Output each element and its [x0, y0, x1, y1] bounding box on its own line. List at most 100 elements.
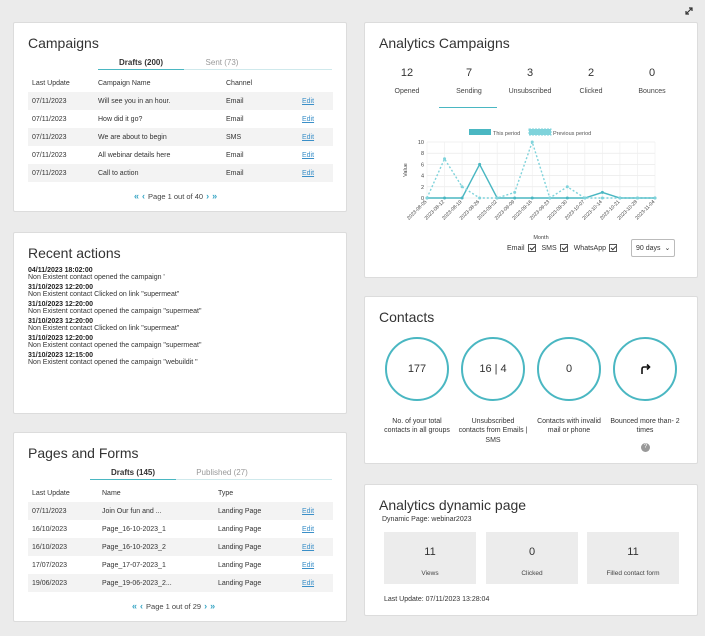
table-row: 07/11/2023 How did it go? Email Edit: [28, 110, 333, 128]
legend-label-this-period: This period: [493, 131, 520, 137]
data-point: [460, 196, 464, 200]
table-row: 07/11/2023 We are about to begin SMS Edi…: [28, 128, 333, 146]
stat-clicked-label[interactable]: Clicked: [579, 88, 603, 95]
help-icon[interactable]: ?: [641, 443, 650, 452]
invalid-contacts-label: Contacts with invalid mail or phone: [537, 418, 601, 435]
pages-forms-card: Pages and Forms Drafts (145) Published (…: [13, 432, 347, 622]
bounced-contacts-circle[interactable]: [613, 337, 677, 401]
list-item: 04/11/2023 18:02:00 Non Existent contact …: [28, 267, 201, 281]
campaigns-pager: « ‹ Page 1 out of 40 › »: [134, 191, 217, 201]
row-name: We are about to begin: [98, 128, 226, 146]
row-name: All webinar details here: [98, 151, 171, 159]
row-name: Page_16-10-2023_1: [102, 525, 166, 533]
tab-drafts[interactable]: Drafts (200): [118, 58, 163, 67]
form-filled-value: 11: [627, 546, 639, 558]
filter-whatsapp-checkbox[interactable]: [608, 244, 617, 252]
list-item: 31/10/2023 12:20:00 Non Existent contact …: [28, 301, 201, 315]
edit-link[interactable]: Edit: [302, 525, 315, 533]
prev-page-icon[interactable]: ‹: [140, 601, 144, 611]
dynamic-title: Analytics dynamic page: [379, 497, 527, 513]
edit-link[interactable]: Edit: [302, 538, 333, 556]
tab-published[interactable]: Published (27): [196, 468, 248, 477]
filter-sms-checkbox[interactable]: [559, 244, 568, 252]
table-row: 07/11/2023 Join Our fun and ... Landing …: [28, 502, 333, 520]
action-date: 31/10/2023 12:20:00: [28, 335, 93, 342]
edit-link[interactable]: Edit: [302, 574, 333, 592]
tabs-underline: [98, 69, 332, 70]
total-contacts-circle[interactable]: 177: [385, 337, 449, 401]
row-date: 07/11/2023: [28, 164, 98, 182]
stat-opened-label[interactable]: Opened: [394, 88, 420, 95]
list-item: 31/10/2023 12:20:00 Non Existent contact …: [28, 284, 201, 298]
analytics-title: Analytics Campaigns: [379, 35, 510, 51]
data-point: [530, 140, 534, 144]
data-point: [478, 162, 482, 166]
edit-link[interactable]: Edit: [302, 561, 315, 569]
unsubscribed-contacts-circle[interactable]: 16 | 4: [461, 337, 525, 401]
stat-sending-label[interactable]: Sending: [456, 88, 482, 95]
action-desc: Non Existent contact opened the campaign…: [28, 274, 165, 281]
data-point: [443, 196, 447, 200]
tab-sent[interactable]: Sent (73): [205, 58, 239, 67]
row-type: Landing Page: [218, 502, 302, 520]
range-select[interactable]: 90 days ⌄: [631, 239, 675, 257]
edit-link[interactable]: Edit: [302, 92, 333, 110]
data-point: [460, 185, 464, 189]
col-last-update: Last Update: [32, 489, 70, 497]
legend-label-previous-period: Previous period: [553, 131, 591, 137]
edit-link[interactable]: Edit: [302, 128, 333, 146]
row-channel: Email: [226, 115, 244, 123]
action-desc: Non Existent contact Clicked on link "su…: [28, 291, 180, 298]
row-date: 19/06/2023: [28, 574, 102, 592]
filter-email-checkbox[interactable]: [527, 244, 536, 252]
stat-bounces-label[interactable]: Bounces: [638, 88, 666, 95]
data-point: [600, 196, 604, 200]
campaigns-card: Campaigns Drafts (200) Sent (73) Last Up…: [13, 22, 347, 212]
first-page-icon[interactable]: «: [132, 601, 138, 611]
series-line-this-period: [427, 162, 655, 199]
tabs-underline: [90, 479, 332, 480]
data-point: [565, 196, 569, 200]
data-point: [600, 190, 604, 194]
prev-page-icon[interactable]: ‹: [142, 191, 146, 201]
data-point: [513, 196, 517, 200]
col-campaign-name: Campaign Name: [98, 79, 151, 87]
last-page-icon[interactable]: »: [210, 601, 216, 611]
edit-link[interactable]: Edit: [302, 164, 333, 182]
contacts-card: Contacts 177 No. of your total contacts …: [364, 296, 698, 464]
row-type: Landing Page: [218, 538, 302, 556]
row-date: 07/11/2023: [28, 128, 98, 146]
dynamic-page-name: Dynamic Page: webinar2023: [382, 516, 472, 523]
total-contacts-label: No. of your total contacts in all groups: [384, 418, 450, 435]
list-item: 31/10/2023 12:20:00 Non Existent contact …: [28, 318, 201, 332]
expand-icon[interactable]: [684, 6, 694, 16]
filter-whatsapp-label: WhatsApp: [573, 244, 606, 252]
row-name: Call to action: [98, 164, 226, 182]
table-row: 17/07/2023 Page_17-07-2023_1 Landing Pag…: [28, 556, 333, 574]
stat-unsubscribed-label[interactable]: Unsubscribed: [508, 88, 552, 95]
data-point: [583, 196, 587, 200]
y-tick-label: 6: [421, 162, 424, 168]
first-page-icon[interactable]: «: [134, 191, 140, 201]
filter-sms-label: SMS: [541, 244, 557, 252]
row-type: Landing Page: [218, 561, 262, 569]
next-page-icon[interactable]: ›: [204, 601, 208, 611]
edit-link[interactable]: Edit: [302, 115, 315, 123]
stat-unsubscribed-value: 3: [526, 67, 534, 79]
analytics-campaigns-card: Analytics Campaigns 12 Opened 7 Sending …: [364, 22, 698, 278]
table-row: 16/10/2023 Page_16-10-2023_1 Landing Pag…: [28, 520, 333, 538]
bounced-contacts-label: Bounced more than- 2 times: [610, 418, 680, 435]
invalid-contacts-circle[interactable]: 0: [537, 337, 601, 401]
last-page-icon[interactable]: »: [212, 191, 218, 201]
action-desc: Non Existent contact opened the campaign…: [28, 359, 198, 366]
data-point: [513, 190, 517, 194]
stat-active-underline: [439, 107, 497, 108]
stat-bounces-value: 0: [648, 67, 656, 79]
edit-link[interactable]: Edit: [302, 151, 315, 159]
pages-pager: « ‹ Page 1 out of 29 › »: [132, 601, 215, 611]
edit-link[interactable]: Edit: [302, 502, 333, 520]
action-desc: Non Existent contact opened the campaign…: [28, 308, 202, 315]
recent-actions-card: Recent actions 04/11/2023 18:02:00 Non Ex…: [13, 232, 347, 414]
tab-drafts[interactable]: Drafts (145): [110, 468, 155, 477]
next-page-icon[interactable]: ›: [206, 191, 210, 201]
